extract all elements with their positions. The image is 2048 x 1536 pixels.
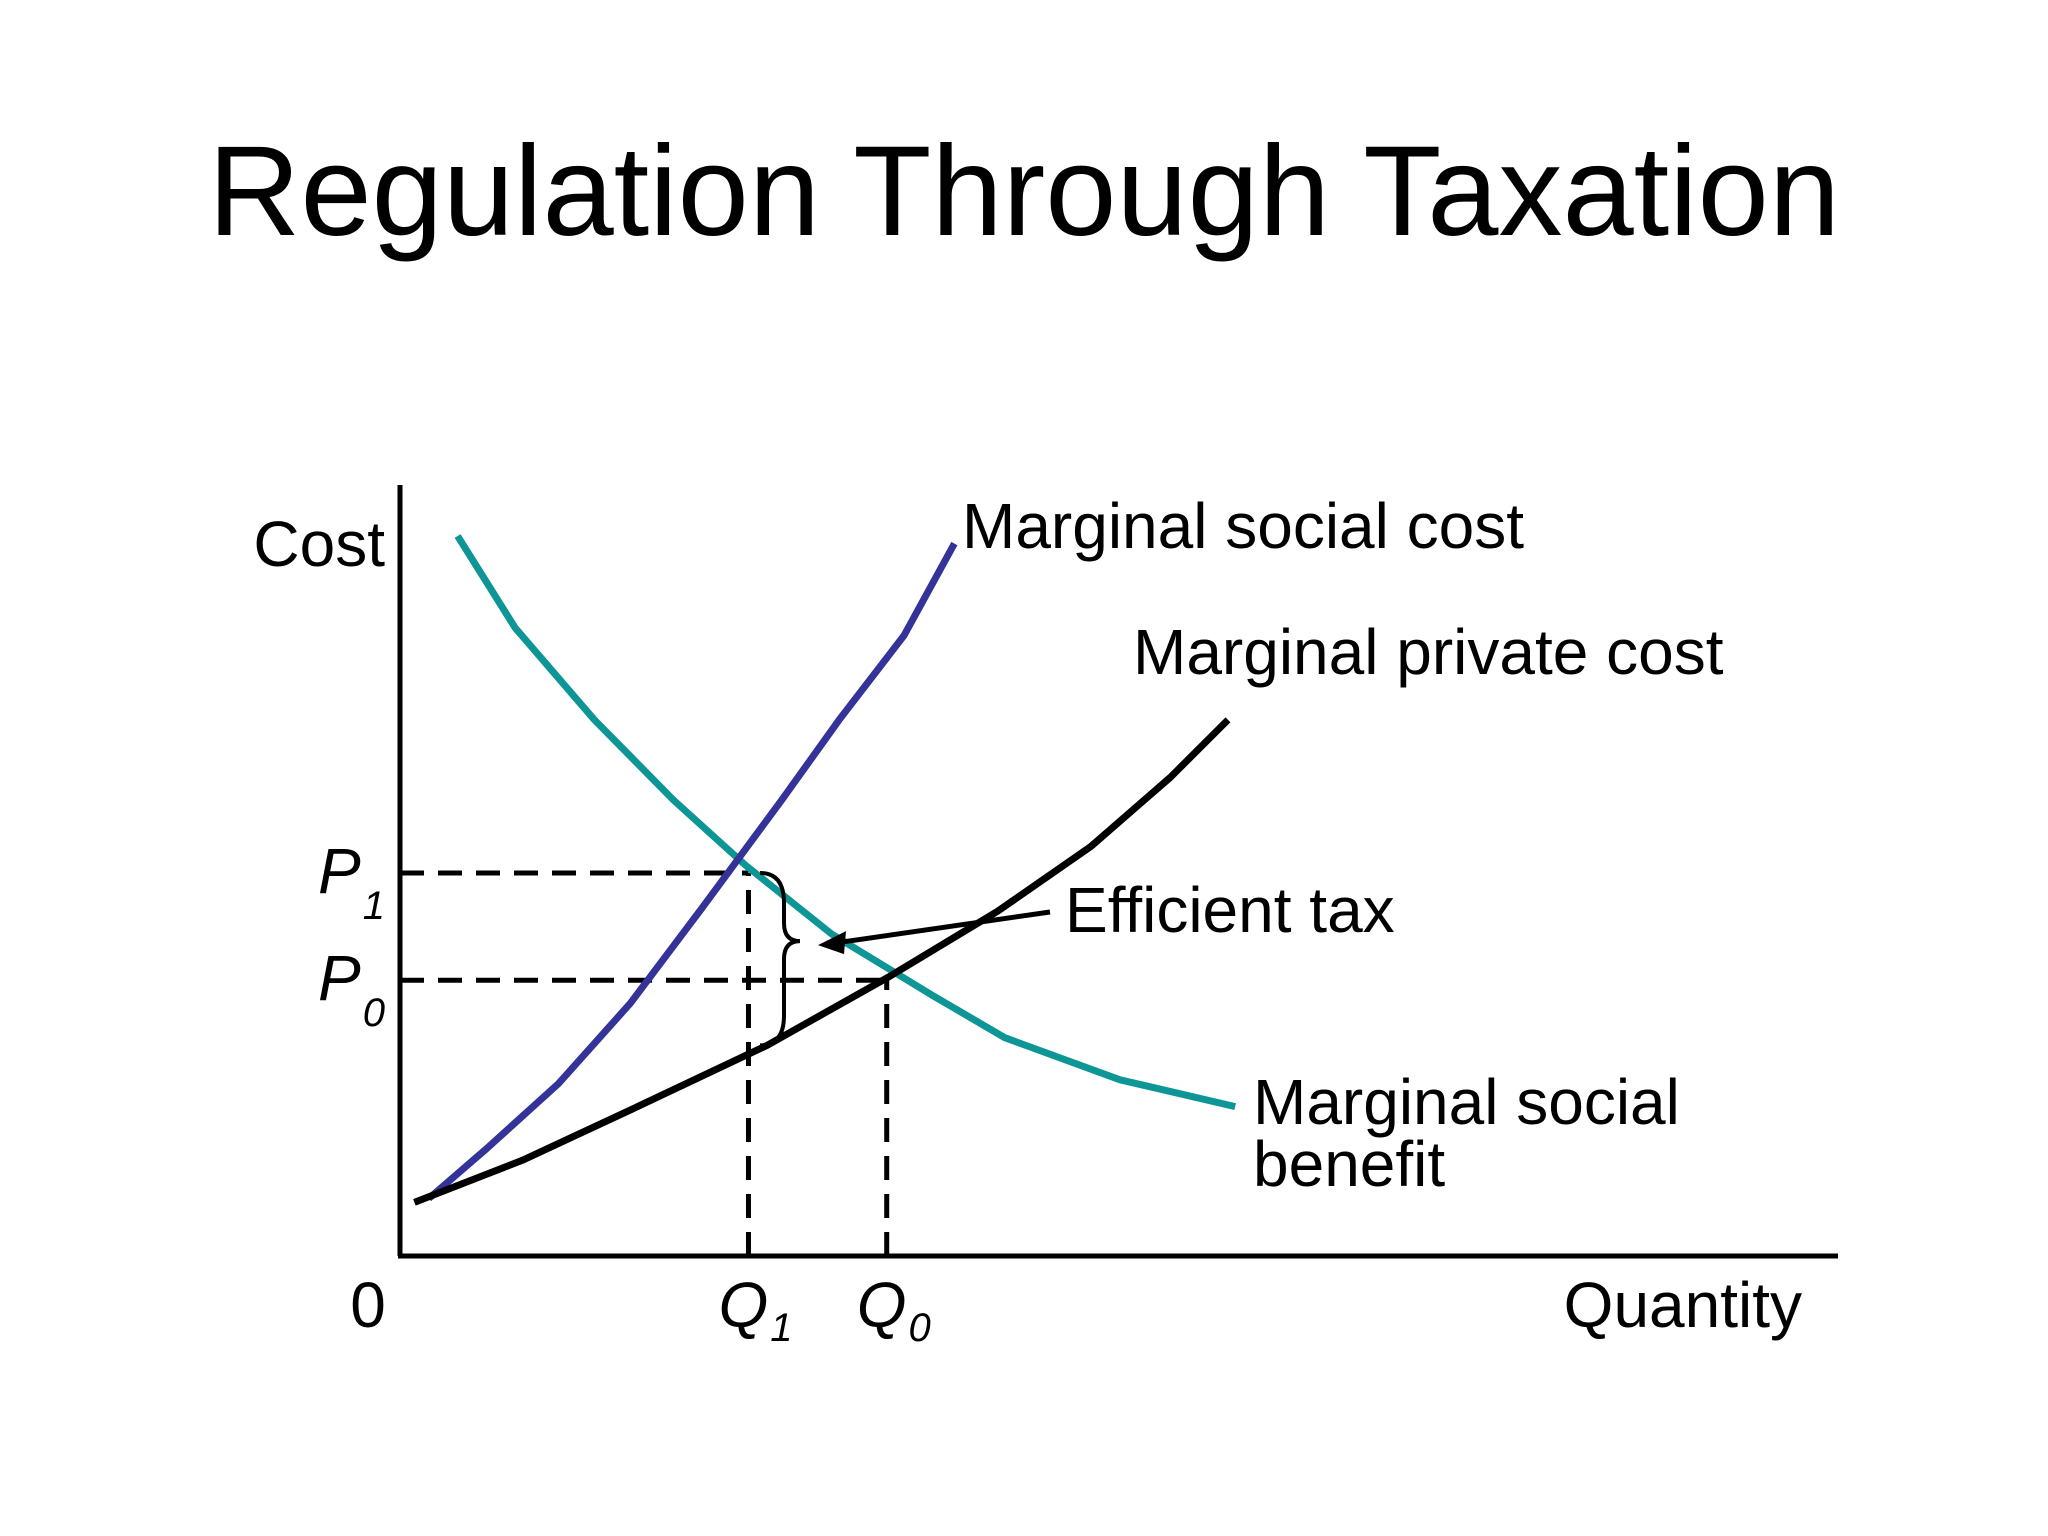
labels: Cost Quantity 0 P1 P0 Q1 Q0 Marginal social cos… <box>253 490 1802 1350</box>
annotations <box>759 871 1051 1048</box>
origin-label: 0 <box>350 1269 386 1341</box>
series-label-marginal-social-benefit: Marginal social benefit <box>1253 1066 1680 1200</box>
series-line-marginal-social-cost <box>426 541 958 1202</box>
series-label-marginal-private-cost: Marginal private cost <box>1133 616 1724 688</box>
tax-arrow-shaft <box>833 909 1051 946</box>
tick-label-p1: P1 <box>318 835 385 928</box>
tick-label-p0: P0 <box>318 942 385 1035</box>
series-label-marginal-social-cost: Marginal social cost <box>962 490 1524 562</box>
tax-brace <box>759 871 801 1048</box>
series-group <box>413 534 1236 1206</box>
tick-label-q1: Q1 <box>718 1269 792 1350</box>
x-axis-label: Quantity <box>1564 1269 1802 1341</box>
tick-label-q0: Q0 <box>857 1269 931 1350</box>
tax-arrow-head <box>818 931 846 955</box>
y-axis-label: Cost <box>253 508 385 580</box>
annotation-label-efficient-tax: Efficient tax <box>1065 874 1395 946</box>
series-line-marginal-social-benefit <box>454 534 1236 1111</box>
slide-title: Regulation Through Taxation <box>208 120 1840 263</box>
reference-lines <box>400 870 890 1256</box>
series-line-marginal-private-cost <box>413 717 1231 1206</box>
